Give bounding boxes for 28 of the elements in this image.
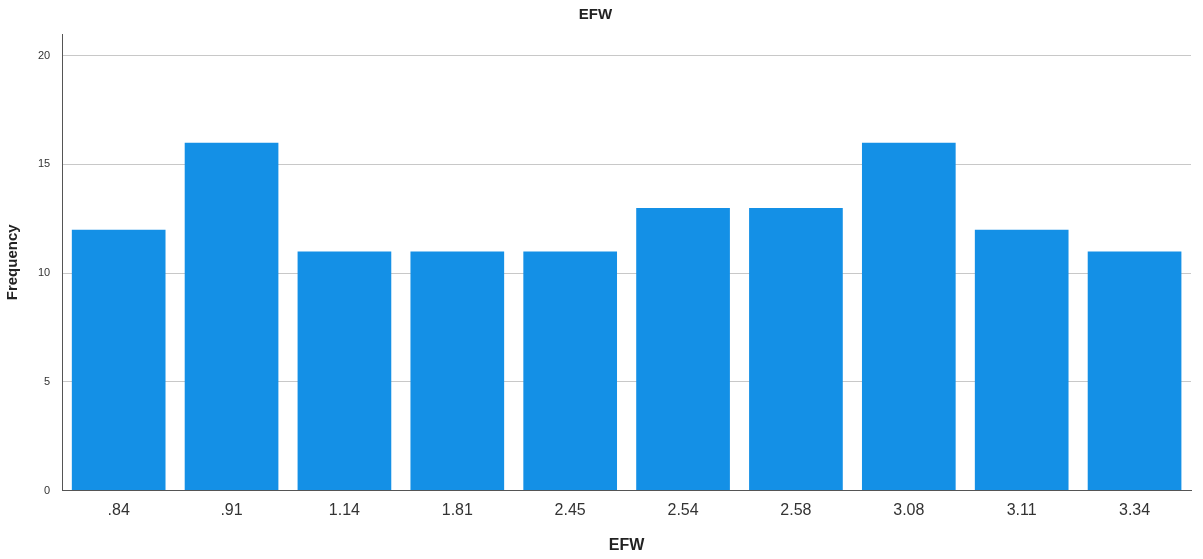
bar (974, 229, 1069, 491)
bar (749, 207, 843, 491)
bar (184, 142, 279, 491)
x-tick-label: 2.45 (554, 500, 586, 518)
x-tick-label: 1.14 (328, 500, 361, 518)
x-tick-label: 3.34 (1118, 500, 1151, 518)
x-tick-label: .84 (107, 500, 130, 518)
x-axis-title: EFW (608, 535, 646, 553)
bar (636, 207, 730, 491)
y-tick-label: 5 (44, 374, 51, 387)
y-tick-label: 15 (37, 157, 51, 170)
x-tick-label: .91 (220, 500, 243, 518)
bar (861, 142, 956, 491)
bar (1087, 251, 1182, 491)
bar (410, 251, 505, 491)
y-tick-label: 0 (44, 483, 51, 496)
bar (71, 229, 166, 491)
x-tick-label: 3.08 (893, 500, 925, 518)
chart-title: EFW (578, 5, 613, 23)
x-tick-label: 2.58 (780, 500, 812, 518)
y-tick-label: 20 (37, 48, 51, 61)
bar (523, 251, 618, 491)
x-tick-label: 1.81 (441, 500, 473, 518)
x-tick-label: 3.11 (1006, 500, 1037, 518)
y-axis-title: Frequency (3, 223, 21, 301)
x-tick-label: 2.54 (667, 500, 699, 518)
y-tick-label: 10 (37, 266, 51, 279)
bar (297, 251, 392, 491)
